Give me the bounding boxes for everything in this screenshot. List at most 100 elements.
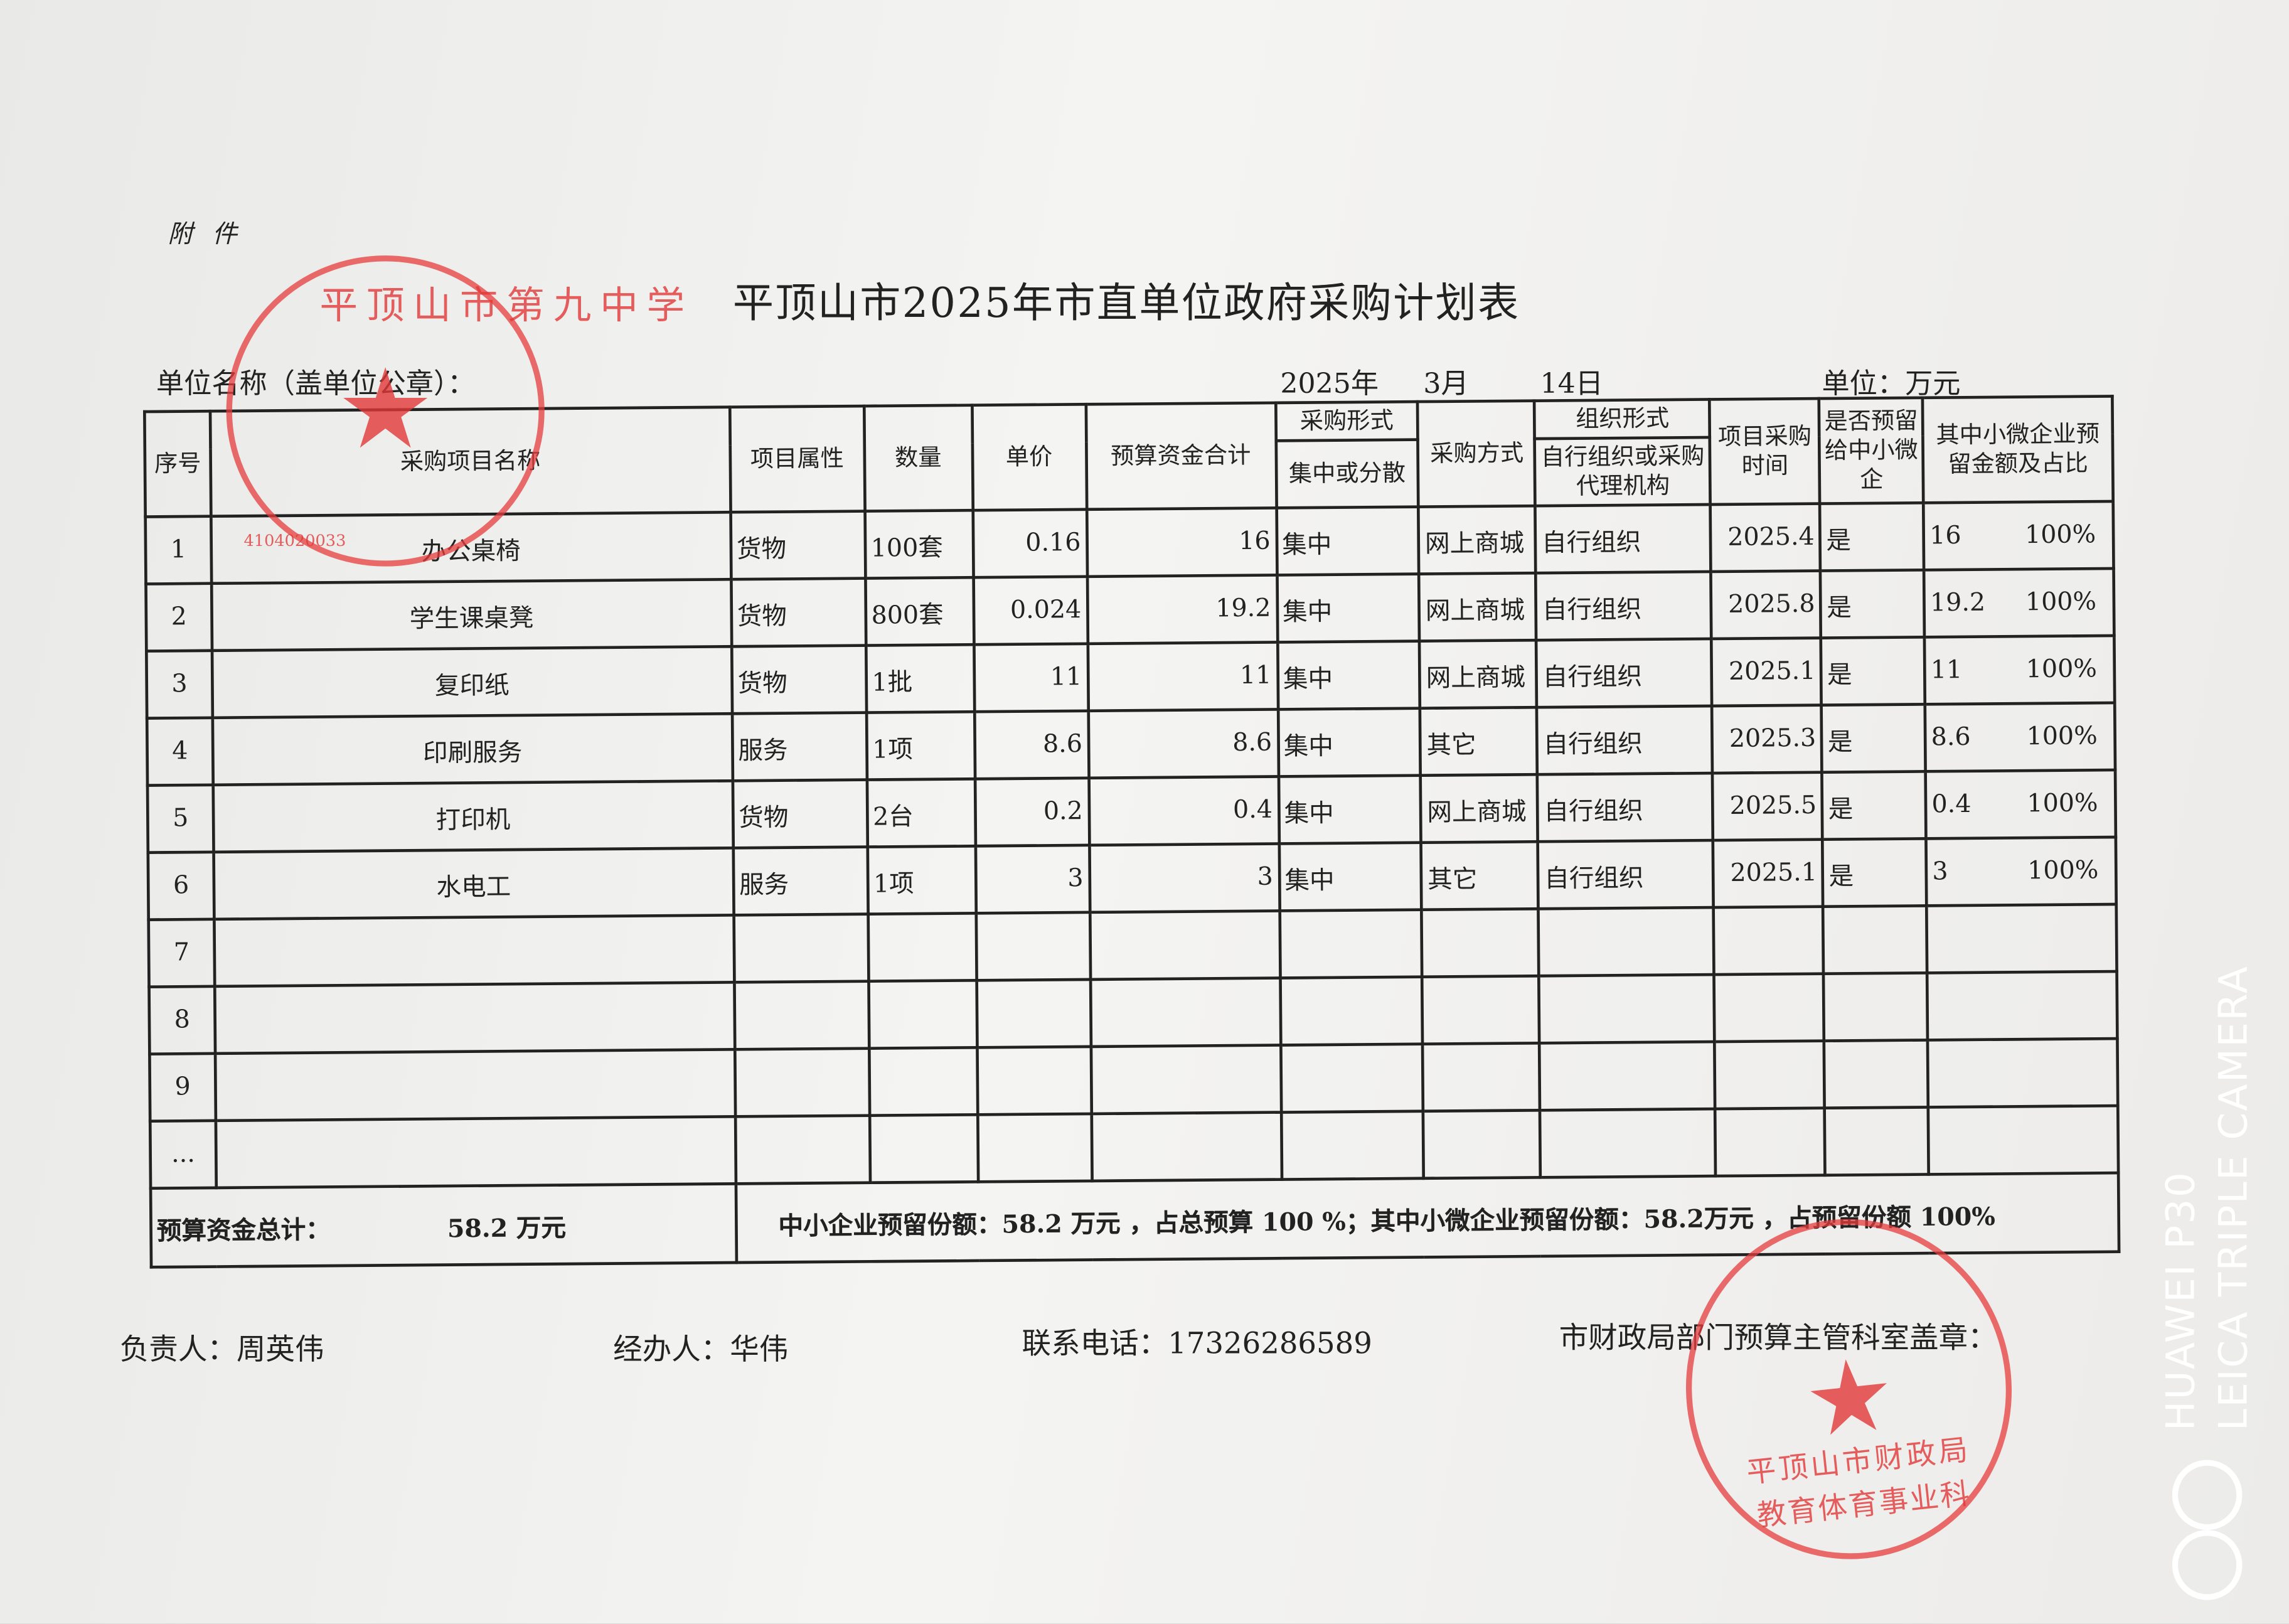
date-day: 14日 (1540, 368, 1603, 400)
cell-qty: 100套 (865, 510, 973, 579)
finance-stamp: 平顶山市财政局 教育体育事业科 (1669, 1202, 2029, 1576)
cell-method: 网上商城 (1419, 640, 1537, 708)
camera-watermark: HUAWEI P30 LEICA TRIPLE CAMERA (2159, 949, 2263, 1600)
school-stamp: 平顶山市第九中学 4104020033 (226, 255, 685, 567)
cell-qty (868, 913, 976, 981)
cell-seq: 2 (146, 583, 212, 651)
header-qty: 数量 (863, 405, 973, 511)
cell-qty: 1项 (867, 846, 976, 914)
cell-name (215, 1049, 735, 1121)
cell-attr: 货物 (730, 511, 865, 580)
cell-name: 复印纸 (211, 646, 732, 718)
star-icon (343, 367, 428, 448)
cell-seq: 6 (147, 852, 215, 920)
cell-method (1422, 909, 1540, 977)
cell-time: 2025.1 (1711, 638, 1822, 707)
cell-reserved (1823, 973, 1928, 1041)
cell-budget (1090, 978, 1281, 1047)
currency-unit: 单位：万元 (1822, 368, 1961, 400)
watermark-line2: LEICA TRIPLE CAMERA (2211, 964, 2257, 1431)
cell-org (1539, 907, 1715, 976)
cell-seq: 3 (146, 650, 213, 719)
cell-price: 0.024 (973, 576, 1087, 645)
cell-budget (1091, 1112, 1281, 1181)
cell-time (1714, 973, 1825, 1042)
cell-reserved (1824, 1040, 1929, 1108)
cell-method (1422, 976, 1540, 1044)
cell-qty: 2台 (867, 779, 976, 847)
cell-attr: 货物 (732, 779, 868, 848)
school-stamp-code: 4104020033 (243, 531, 346, 551)
cell-attr (735, 1115, 870, 1184)
cell-budget: 11 (1087, 642, 1278, 711)
cell-price: 8.6 (974, 710, 1089, 779)
cell-form (1279, 976, 1424, 1045)
cell-seq: ... (150, 1120, 216, 1189)
cell-time: 2025.3 (1712, 705, 1822, 774)
cell-micro: 11 100% (1924, 635, 2115, 705)
cell-reserved: 是 (1822, 838, 1927, 907)
cell-time: 2025.8 (1711, 570, 1822, 639)
cell-attr (734, 1048, 870, 1117)
cell-attr: 服务 (732, 712, 867, 781)
cell-budget: 19.2 (1087, 575, 1278, 644)
cell-reserved: 是 (1820, 570, 1925, 638)
cell-method: 其它 (1421, 841, 1539, 910)
cell-org (1540, 1042, 1715, 1111)
cell-price (977, 1113, 1092, 1182)
cell-method: 网上商城 (1421, 774, 1539, 843)
micro-pct: 100% (2026, 722, 2098, 752)
cell-time (1714, 906, 1824, 975)
star-icon (1810, 1359, 1887, 1435)
cell-budget: 8.6 (1087, 709, 1278, 778)
cell-seq: 4 (147, 717, 213, 786)
cell-form: 集中 (1278, 842, 1422, 911)
cell-form: 集中 (1276, 506, 1420, 575)
header-time: 项目采购时间 (1709, 398, 1820, 505)
cell-price: 11 (973, 643, 1088, 712)
cell-seq: 5 (147, 784, 214, 853)
header-method: 采购方式 (1417, 400, 1536, 507)
contact-phone: 联系电话：17326286589 (1022, 1325, 1372, 1361)
total-budget-label: 预算资金总计： (156, 1215, 331, 1246)
cell-org: 自行组织 (1535, 504, 1712, 574)
cell-org: 自行组织 (1538, 840, 1714, 909)
cell-form: 集中 (1277, 641, 1421, 710)
total-budget-cell: 预算资金总计： 58.2 万元 (151, 1183, 737, 1268)
cell-form: 集中 (1278, 708, 1421, 777)
micro-amount: 3 (1932, 857, 1948, 887)
cell-price: 0.16 (973, 509, 1087, 578)
cell-qty (868, 1047, 978, 1116)
cell-seq: 1 (145, 516, 212, 584)
cell-name (215, 1116, 736, 1188)
micro-pct: 100% (2027, 789, 2098, 819)
cell-price: 0.2 (974, 777, 1089, 847)
cell-price (976, 912, 1091, 981)
cell-qty: 1项 (866, 712, 975, 780)
micro-amount: 19.2 (1929, 588, 1986, 619)
attachment-label: 附 件 (168, 220, 243, 250)
cell-org: 自行组织 (1537, 638, 1712, 708)
cell-seq: 7 (148, 919, 215, 987)
cell-time (1715, 1108, 1826, 1177)
cell-form (1280, 1044, 1424, 1113)
cell-method: 网上商城 (1419, 573, 1537, 641)
cell-reserved: 是 (1822, 771, 1926, 840)
cell-method: 网上商城 (1419, 506, 1537, 574)
micro-pct: 100% (2024, 520, 2096, 550)
micro-amount: 0.4 (1931, 790, 1972, 820)
cell-name: 印刷服务 (212, 713, 733, 785)
cell-attr: 服务 (733, 847, 868, 916)
cell-qty (868, 980, 977, 1049)
cell-reserved: 是 (1822, 704, 1926, 772)
cell-budget: 0.4 (1088, 776, 1279, 845)
cell-form (1279, 909, 1423, 978)
micro-amount: 16 (1929, 521, 1961, 551)
cell-form: 集中 (1276, 574, 1420, 643)
cell-attr: 货物 (731, 645, 867, 714)
cell-seq: 8 (149, 986, 215, 1054)
finance-seal-label: 市财政局部门预算主管科室盖章： (1559, 1320, 1997, 1355)
cell-attr: 货物 (730, 578, 866, 647)
date-year: 2025年 (1280, 368, 1379, 400)
